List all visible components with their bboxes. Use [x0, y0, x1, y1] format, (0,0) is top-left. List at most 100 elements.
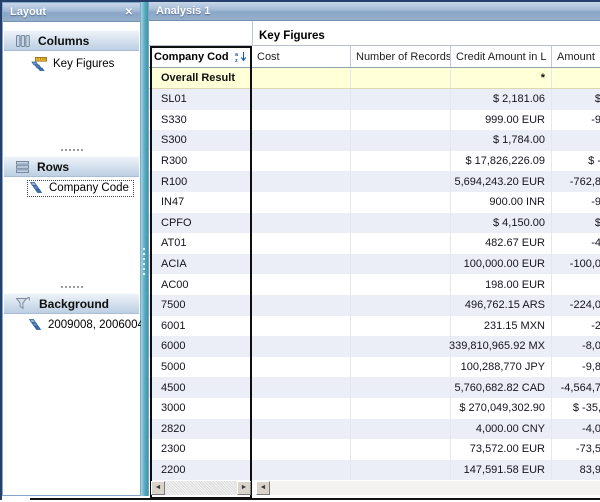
cell-credit-amount[interactable]: 496,762.15 ARS [451, 294, 552, 316]
cell-cost[interactable] [252, 191, 351, 213]
cell-company-code[interactable]: AC00 [161, 278, 189, 291]
cell-credit-amount[interactable]: 999.00 EUR [451, 109, 552, 131]
cell-number-of-records[interactable] [351, 89, 451, 110]
cell-amount[interactable]: -8,0 [582, 340, 600, 353]
cell-cost[interactable] [252, 418, 351, 440]
cell-credit-amount[interactable]: 147,591.58 EUR [451, 459, 552, 481]
cell-credit-amount[interactable]: 100,000.00 EUR [451, 253, 552, 275]
table-row[interactable]: SL01 $ 2,181.06 $ [149, 89, 600, 110]
header-credit-amount[interactable]: Credit Amount in L [451, 46, 552, 67]
cell-company-code[interactable]: S330 [161, 113, 187, 126]
cell-amount[interactable] [552, 68, 600, 88]
cell-number-of-records[interactable] [351, 212, 451, 234]
scroll-left-icon[interactable]: ◄ [151, 481, 165, 495]
cell-number-of-records[interactable] [351, 233, 451, 254]
cell-cost[interactable] [252, 336, 351, 357]
cell-cost[interactable] [252, 294, 351, 316]
cell-amount[interactable]: -2 [591, 319, 600, 332]
cell-amount[interactable] [552, 274, 600, 295]
cell-amount[interactable]: -4,564,7 [560, 381, 600, 394]
cell-credit-amount[interactable]: 900.00 INR [451, 191, 552, 213]
cell-cost[interactable] [252, 315, 351, 337]
cell-company-code[interactable]: 7500 [161, 299, 186, 312]
cell-cost[interactable] [252, 212, 351, 234]
cell-credit-amount[interactable]: $ 270,049,302.90 [451, 397, 552, 419]
cell-cost[interactable] [252, 274, 351, 295]
cell-amount[interactable]: $ -35, [572, 402, 600, 415]
cell-credit-amount[interactable]: $ 2,181.06 [451, 89, 552, 110]
cell-cost[interactable] [252, 150, 351, 172]
cell-company-code[interactable]: R300 [161, 155, 188, 168]
cell-credit-amount[interactable]: $ 4,150.00 [451, 212, 552, 234]
cell-credit-amount[interactable]: 4,000.00 CNY [451, 418, 552, 440]
cell-cost[interactable] [252, 356, 351, 378]
cell-credit-amount[interactable]: 100,288,770 JPY [451, 356, 552, 378]
cell-amount[interactable]: -9 [591, 113, 600, 126]
cell-credit-amount[interactable]: $ 1,784.00 [451, 130, 552, 151]
table-row[interactable]: IN47 900.00 INR -9 [149, 191, 600, 213]
header-amount[interactable]: Amount [557, 50, 595, 63]
cell-cost[interactable] [252, 171, 351, 192]
cell-number-of-records[interactable] [351, 68, 451, 88]
cell-credit-amount[interactable]: 198.00 EUR [451, 274, 552, 295]
cell-cost[interactable] [252, 89, 351, 110]
table-row[interactable]: S300 $ 1,784.00 [149, 130, 600, 151]
cell-credit-amount[interactable]: 73,572.00 EUR [451, 439, 552, 460]
overall-result-row[interactable]: Overall Result * [149, 68, 600, 89]
cell-company-code[interactable]: 6000 [161, 340, 186, 353]
cell-number-of-records[interactable] [351, 253, 451, 275]
table-row[interactable]: ACIA 100,000.00 EUR -100,0 [149, 253, 600, 275]
cell-company-code[interactable]: 4500 [161, 381, 186, 394]
header-cost[interactable]: Cost [252, 46, 351, 67]
cell-amount[interactable]: $ [594, 216, 600, 229]
cell-number-of-records[interactable] [351, 109, 451, 131]
cell-number-of-records[interactable] [351, 397, 451, 419]
cell-number-of-records[interactable] [351, 150, 451, 172]
cell-number-of-records[interactable] [351, 171, 451, 192]
cell-cost[interactable] [252, 377, 351, 398]
cell-cost[interactable] [252, 459, 351, 481]
table-row[interactable]: CPFO $ 4,150.00 $ [149, 212, 600, 234]
cell-number-of-records[interactable] [351, 294, 451, 316]
cell-company-code[interactable]: CPFO [161, 216, 192, 229]
cell-number-of-records[interactable] [351, 191, 451, 213]
sort-descending-icon[interactable]: a z [235, 51, 247, 63]
cell-number-of-records[interactable] [351, 315, 451, 337]
data-hscrollbar[interactable]: ◄ [256, 481, 600, 495]
scrollbar-track[interactable] [165, 481, 237, 495]
header-company-code[interactable]: Company Cod a z [149, 46, 252, 67]
cell-amount[interactable]: -762,8 [569, 175, 600, 188]
header-number-of-records[interactable]: Number of Records [351, 46, 451, 67]
table-row[interactable]: 2200 147,591.58 EUR 83,9 [149, 459, 600, 481]
cell-number-of-records[interactable] [351, 274, 451, 295]
cell-company-code[interactable]: Overall Result [161, 72, 235, 84]
field-key-figures[interactable]: Key Figures [31, 57, 114, 71]
cell-amount[interactable]: -9 [591, 196, 600, 209]
table-row[interactable]: 4500 5,760,682.82 CAD -4,564,7 [149, 377, 600, 398]
table-row[interactable]: 6001 231.15 MXN -2 [149, 315, 600, 337]
cell-credit-amount[interactable]: * [451, 68, 552, 88]
cell-credit-amount[interactable]: 5,760,682.82 CAD [451, 377, 552, 398]
scroll-right-icon[interactable]: ► [237, 481, 251, 495]
cell-cost[interactable] [252, 233, 351, 254]
cell-cost[interactable] [252, 130, 351, 151]
cell-amount[interactable]: -73,5 [575, 443, 600, 456]
cell-credit-amount[interactable]: 5,694,243.20 EUR [451, 171, 552, 192]
cell-amount[interactable]: $ [594, 93, 600, 106]
cell-credit-amount[interactable]: 231.15 MXN [451, 315, 552, 337]
cell-company-code[interactable]: IN47 [161, 196, 185, 209]
field-background-selection[interactable]: 2009008, 2006004, [29, 319, 147, 331]
cell-amount[interactable]: -224,0 [569, 299, 600, 312]
cell-amount[interactable]: -100,0 [569, 258, 600, 271]
table-row[interactable]: 6000 339,810,965.92 MX -8,0 [149, 336, 600, 357]
cell-company-code[interactable]: 2820 [161, 422, 186, 435]
cell-amount[interactable]: $ - [588, 155, 600, 168]
table-row[interactable]: R100 5,694,243.20 EUR -762,8 [149, 171, 600, 192]
cell-company-code[interactable]: 2300 [161, 443, 186, 456]
cell-cost[interactable] [252, 439, 351, 460]
cell-company-code[interactable]: SL01 [161, 93, 187, 106]
rowheader-hscrollbar[interactable]: ◄ ► [151, 481, 251, 495]
section-columns[interactable]: Columns [4, 30, 139, 51]
table-row[interactable]: 3000 $ 270,049,302.90 $ -35, [149, 397, 600, 419]
table-row[interactable]: R300 $ 17,826,226.09 $ - [149, 150, 600, 172]
